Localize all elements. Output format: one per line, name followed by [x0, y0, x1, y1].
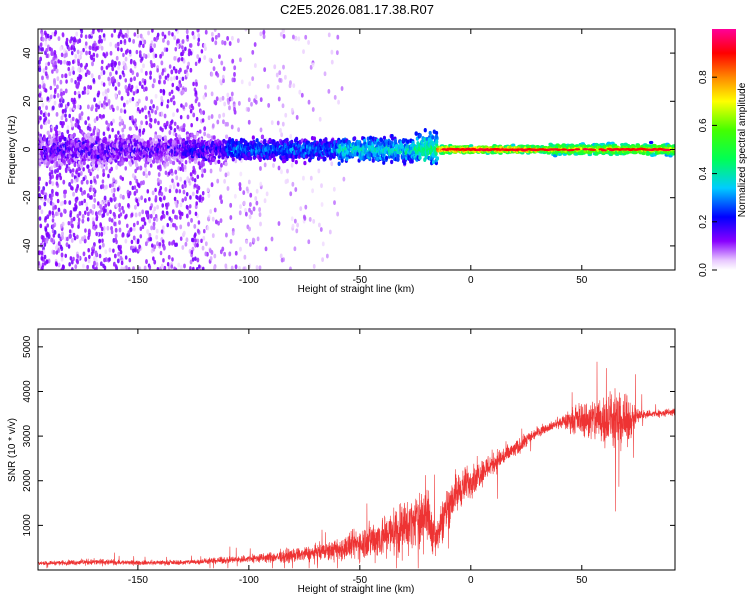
spectrogram-ylabel: Frequency (Hz): [7, 116, 18, 185]
colorbar-tick-label: 0.8: [698, 70, 709, 84]
y-tick-label: 5000: [22, 335, 33, 358]
x-tick-label: -100: [239, 575, 259, 586]
snr-frame: [37, 328, 676, 571]
y-tick-label: -40: [22, 238, 33, 253]
x-tick-label: -100: [239, 275, 259, 286]
colorbar-tick-label: 0.6: [698, 118, 709, 132]
spectrogram-image: [38, 29, 675, 270]
y-tick-label: 40: [22, 47, 33, 59]
x-tick-label: -50: [353, 575, 368, 586]
colorbar-tick-label: 0.4: [698, 166, 709, 180]
x-tick-label: -150: [128, 575, 148, 586]
colorbar-tick-label: 0.2: [698, 214, 709, 228]
x-tick-label: -150: [128, 275, 148, 286]
colorbar-gradient: [712, 29, 736, 270]
colorbar-tick-label: 0.0: [698, 263, 709, 277]
y-tick-label: 3000: [22, 425, 33, 448]
colorbar: 0.0 0.2 0.4 0.6 0.8 Normalized spectral ampl…: [698, 29, 748, 277]
y-tick-label: 1000: [22, 514, 33, 537]
snr-xlabel: Height of straight line (km): [298, 584, 415, 595]
y-tick-label: 4000: [22, 380, 33, 403]
y-tick-label: 20: [22, 95, 33, 107]
y-tick-label: 0: [22, 146, 33, 152]
x-tick-label: 50: [576, 275, 588, 286]
snr-series-line: [38, 361, 675, 569]
spectrogram-xlabel: Height of straight line (km): [298, 284, 415, 295]
x-tick-label: 50: [576, 575, 588, 586]
x-tick-label: 0: [468, 575, 474, 586]
x-tick-label: -50: [353, 275, 368, 286]
snr-ylabel: SNR (10 * v/v): [7, 418, 18, 482]
spectrogram-panel: -150 -100 -50 0 50 -40 -20 0 20 40 Height of str…: [7, 28, 676, 295]
snr-panel: -150 -100 -50 0 50 1000 2000 3000 4000 5000 Heig…: [7, 328, 676, 595]
figure-title: C2E5.2026.081.17.38.R07: [280, 2, 434, 17]
x-tick-label: 0: [468, 275, 474, 286]
colorbar-label: Normalized spectral amplitude: [737, 82, 748, 217]
y-tick-label: -20: [22, 190, 33, 205]
y-tick-label: 2000: [22, 469, 33, 492]
